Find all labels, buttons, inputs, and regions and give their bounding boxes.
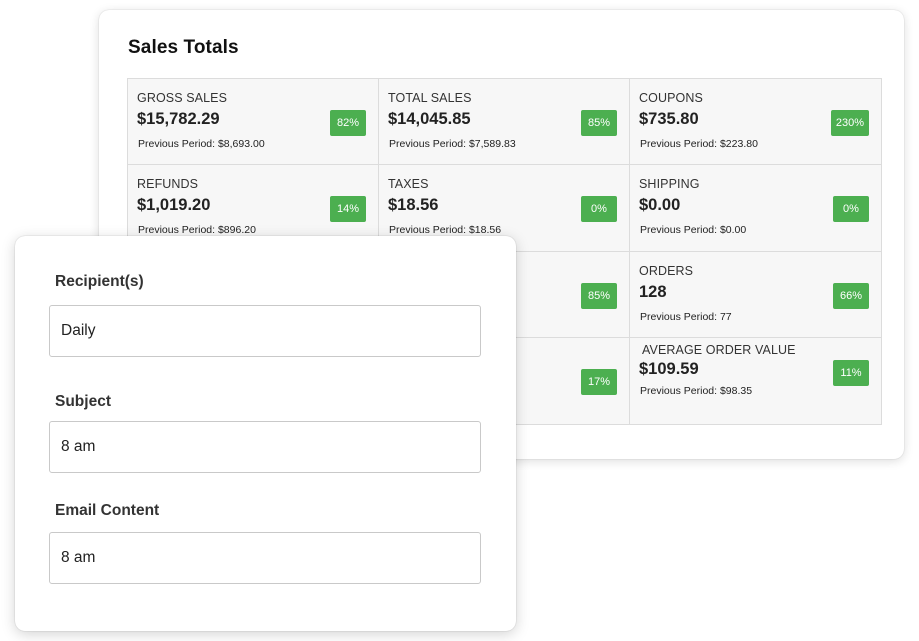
- metric-value: $735.80: [639, 110, 699, 128]
- metric-value: $1,019.20: [137, 196, 211, 215]
- recipients-input[interactable]: [49, 305, 481, 357]
- metric-previous-period: Previous Period: 77: [640, 310, 732, 323]
- metric-label: COUPONS: [639, 91, 703, 105]
- metric-label: GROSS SALES: [137, 91, 228, 105]
- metric-value: $15,782.29: [137, 110, 220, 128]
- metric-change-badge: 14%: [330, 196, 366, 223]
- metric-change-badge: 230%: [830, 110, 869, 136]
- metric-previous-period: Previous Period: $223.80: [640, 138, 758, 150]
- metric-change-badge: 66%: [833, 282, 869, 309]
- metric-label: TOTAL SALES: [388, 91, 472, 105]
- metric-label: AVERAGE ORDER VALUE: [642, 342, 796, 357]
- sales-totals-title: Sales Totals: [128, 37, 239, 58]
- subject-label: Subject: [55, 393, 111, 410]
- metric-value: $109.59: [639, 359, 699, 378]
- metric-average-order-value: AVERAGE ORDER VALUE $109.59 11% Previous…: [630, 337, 881, 424]
- metric-total-sales: TOTAL SALES $14,045.85 85% Previous Peri…: [379, 79, 630, 166]
- email-content-input[interactable]: [49, 532, 481, 584]
- metric-change-badge: 17%: [581, 368, 617, 395]
- metric-shipping: SHIPPING $0.00 0% Previous Period: $0.00: [630, 165, 881, 252]
- metric-change-badge: 85%: [581, 282, 617, 309]
- metric-value: $18.56: [388, 196, 439, 215]
- metric-value: $14,045.85: [388, 110, 471, 128]
- email-content-label: Email Content: [55, 502, 160, 519]
- metric-label: REFUNDS: [137, 177, 199, 192]
- metric-gross-sales: GROSS SALES $15,782.29 82% Previous Peri…: [128, 79, 379, 166]
- metric-coupons: COUPONS $735.80 230% Previous Period: $2…: [630, 79, 881, 166]
- metric-value: 128: [639, 282, 667, 301]
- metric-previous-period: Previous Period: $7,589.83: [389, 138, 516, 150]
- metric-previous-period: Previous Period: $18.56: [389, 224, 502, 237]
- metric-change-badge: 85%: [581, 110, 617, 136]
- metric-previous-period: Previous Period: $98.35: [640, 384, 753, 397]
- metric-change-badge: 82%: [330, 110, 366, 136]
- subject-input[interactable]: [49, 421, 481, 473]
- metric-orders: ORDERS 128 66% Previous Period: 77: [630, 251, 881, 338]
- email-settings-card: Recipient(s) Subject Email Content: [15, 236, 516, 631]
- metric-change-badge: 0%: [833, 196, 869, 223]
- metric-value: $0.00: [639, 196, 681, 215]
- metric-label: SHIPPING: [639, 177, 700, 192]
- metric-previous-period: Previous Period: $896.20: [138, 224, 256, 237]
- metric-change-badge: 11%: [833, 359, 869, 386]
- metric-previous-period: Previous Period: $0.00: [640, 224, 747, 237]
- metric-change-badge: 0%: [581, 196, 617, 223]
- metric-label: TAXES: [388, 177, 429, 192]
- metric-previous-period: Previous Period: $8,693.00: [138, 138, 265, 150]
- metric-label: ORDERS: [639, 263, 694, 278]
- recipients-label: Recipient(s): [55, 273, 144, 290]
